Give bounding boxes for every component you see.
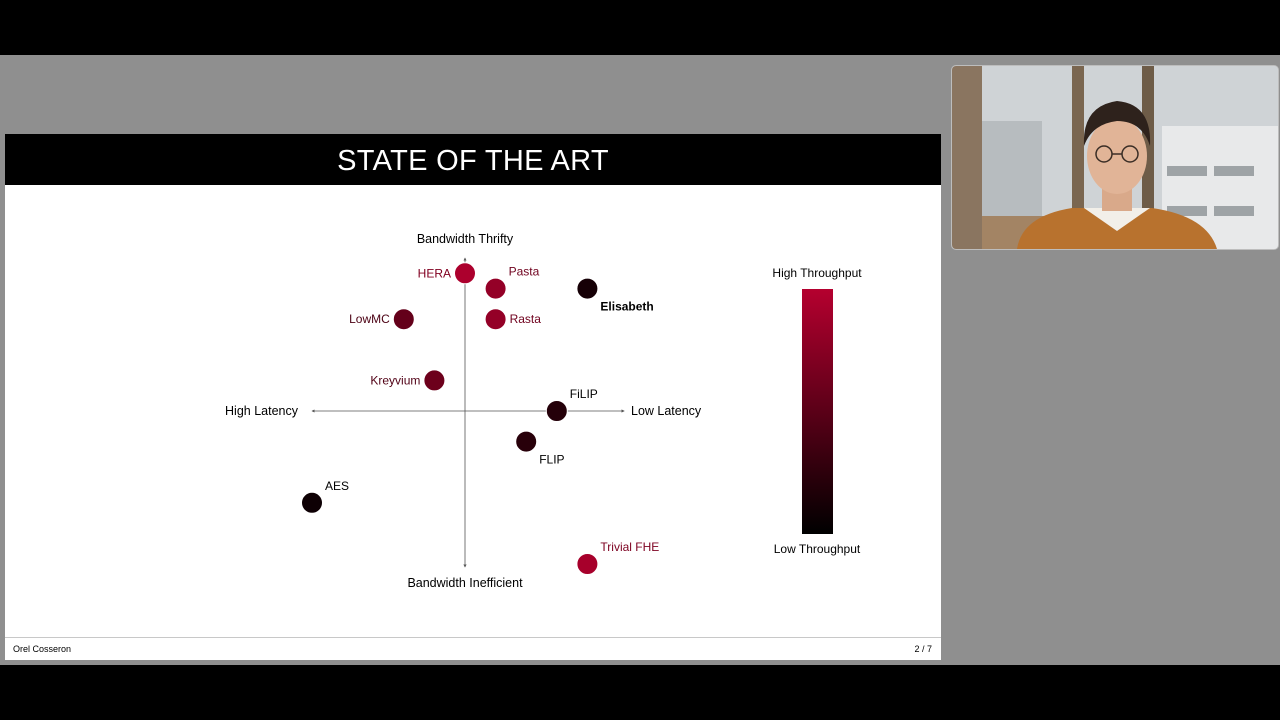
point-label: Pasta <box>509 265 540 279</box>
chart: Bandwidth Thrifty Bandwidth Inefficient Hi… <box>225 232 862 590</box>
point-marker <box>423 369 446 392</box>
point-label: LowMC <box>349 312 390 326</box>
data-point-flip: FLIP <box>515 430 565 467</box>
point-marker <box>484 308 507 331</box>
point-label: HERA <box>418 266 451 280</box>
point-label: Rasta <box>510 312 542 326</box>
point-marker <box>484 277 507 300</box>
point-label: FLIP <box>539 453 564 467</box>
slide-header: STATE OF THE ART <box>5 134 941 185</box>
axis-label-bottom: Bandwidth Inefficient <box>407 576 523 590</box>
data-point-hera: HERA <box>418 262 476 285</box>
data-point-rasta: Rasta <box>484 308 542 331</box>
axes: Bandwidth Thrifty Bandwidth Inefficient Hi… <box>225 232 702 590</box>
point-label: Kreyvium <box>370 373 420 387</box>
point-marker <box>545 400 568 422</box>
point-label: AES <box>325 479 349 493</box>
data-point-pasta: Pasta <box>484 265 540 300</box>
point-marker <box>454 262 476 285</box>
colorbar-top-label: High Throughput <box>772 266 862 280</box>
axis-label-left: High Latency <box>225 404 299 418</box>
point-label: FiLIP <box>570 387 598 401</box>
data-point-trivial-fhe: Trivial FHE <box>576 540 659 575</box>
data-point-kreyvium: Kreyvium <box>370 369 446 392</box>
colorbar-gradient <box>802 289 833 534</box>
data-point-lowmc: LowMC <box>349 308 415 331</box>
footer-page-number: 2 / 7 <box>914 644 932 654</box>
axis-label-right: Low Latency <box>631 404 702 418</box>
point-marker <box>392 308 415 331</box>
point-label: Elisabeth <box>600 300 653 314</box>
data-point-filip: FiLIP <box>545 387 598 422</box>
data-point-elisabeth: Elisabeth <box>576 277 654 314</box>
slide-title: STATE OF THE ART <box>337 145 609 177</box>
data-point-aes: AES <box>301 479 349 514</box>
footer-author: Orel Cosseron <box>13 644 72 654</box>
point-marker <box>515 430 538 453</box>
webcam-video <box>951 65 1279 250</box>
footer-divider <box>5 637 941 638</box>
colorbar-bottom-label: Low Throughput <box>774 542 861 556</box>
slide: STATE OF THE ART Bandwidth Thrifty Bandwi… <box>5 134 941 660</box>
throughput-colorbar: High Throughput Low Throughput <box>772 266 862 556</box>
point-marker <box>301 491 323 514</box>
speaker-video-image <box>952 66 1278 249</box>
point-marker <box>576 277 599 300</box>
point-marker <box>576 553 599 575</box>
data-points: HERA Pasta Elisabeth LowMC Rasta Kreyvium FiLI… <box>301 262 659 575</box>
point-label: Trivial FHE <box>600 540 659 554</box>
axis-label-top: Bandwidth Thrifty <box>417 232 514 246</box>
